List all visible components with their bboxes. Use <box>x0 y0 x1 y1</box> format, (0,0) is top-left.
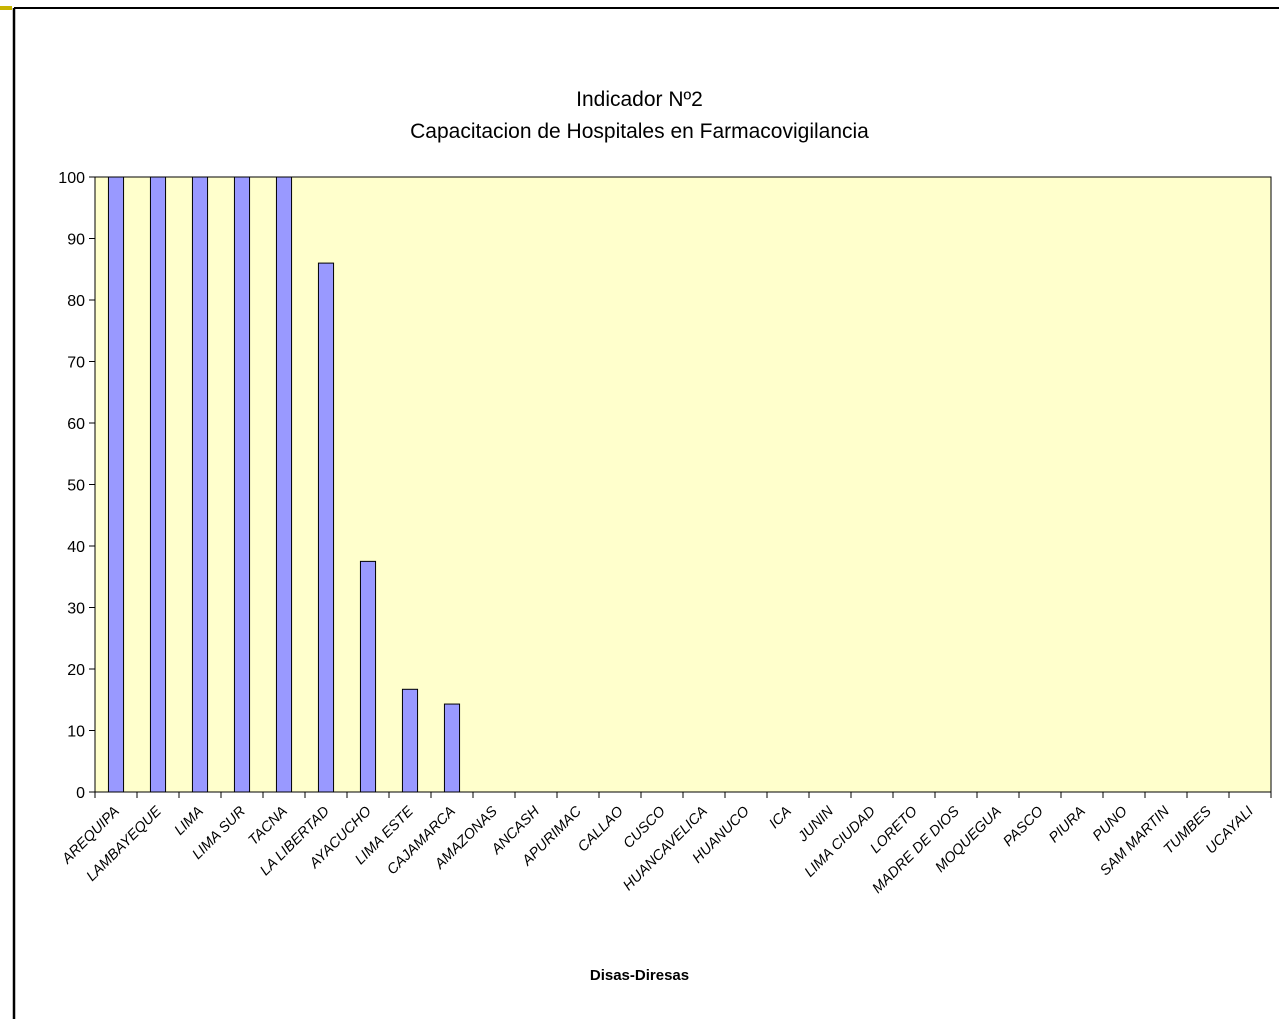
y-tick-label: 90 <box>67 232 85 249</box>
y-tick-label: 20 <box>67 662 85 679</box>
y-tick-label: 30 <box>67 601 85 618</box>
y-tick-label: 70 <box>67 355 85 372</box>
category-label: PASCO <box>1000 804 1046 850</box>
y-tick-label: 10 <box>67 724 85 741</box>
bar-tacna <box>275 176 293 793</box>
y-tick-label: 40 <box>67 539 85 556</box>
plot-area <box>94 176 1272 793</box>
category-label: ICA <box>766 804 794 832</box>
category-label: PUNO <box>1090 804 1131 845</box>
chart-title: Indicador Nº2 <box>576 88 703 111</box>
x-axis <box>94 791 1272 798</box>
chart-title-block: Indicador Nº2 Capacitacion de Hospitales… <box>0 84 1279 148</box>
bar-lima <box>191 176 209 793</box>
bar-lambayeque <box>149 176 167 793</box>
bar-la-libertad <box>317 262 335 793</box>
bar-cajamarca <box>443 703 461 793</box>
category-label: CALLAO <box>575 804 627 856</box>
y-tick-label: 80 <box>67 293 85 310</box>
category-label: PIURA <box>1046 804 1089 847</box>
y-tick-label: 100 <box>58 170 85 187</box>
bars <box>107 176 461 793</box>
bar-ayacucho <box>359 560 377 793</box>
corner-accent-mark <box>0 6 12 10</box>
bar-lima-sur <box>233 176 251 793</box>
bar-lima-este <box>401 688 419 793</box>
y-tick-label: 60 <box>67 416 85 433</box>
y-tick-label: 0 <box>76 785 85 802</box>
y-axis: 0 10 20 30 40 50 60 70 80 90 100 <box>58 170 96 802</box>
bar-arequipa <box>107 176 125 793</box>
category-label: LIMA <box>172 804 207 839</box>
category-label: LAMBAYEQUE <box>84 803 165 884</box>
y-tick-label: 50 <box>67 478 85 495</box>
chart-subtitle: Capacitacion de Hospitales en Farmacovig… <box>410 120 869 143</box>
x-axis-label: Disas-Diresas <box>589 967 690 984</box>
